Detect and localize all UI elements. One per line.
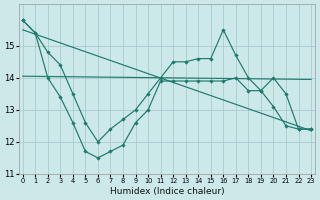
X-axis label: Humidex (Indice chaleur): Humidex (Indice chaleur) <box>109 187 224 196</box>
